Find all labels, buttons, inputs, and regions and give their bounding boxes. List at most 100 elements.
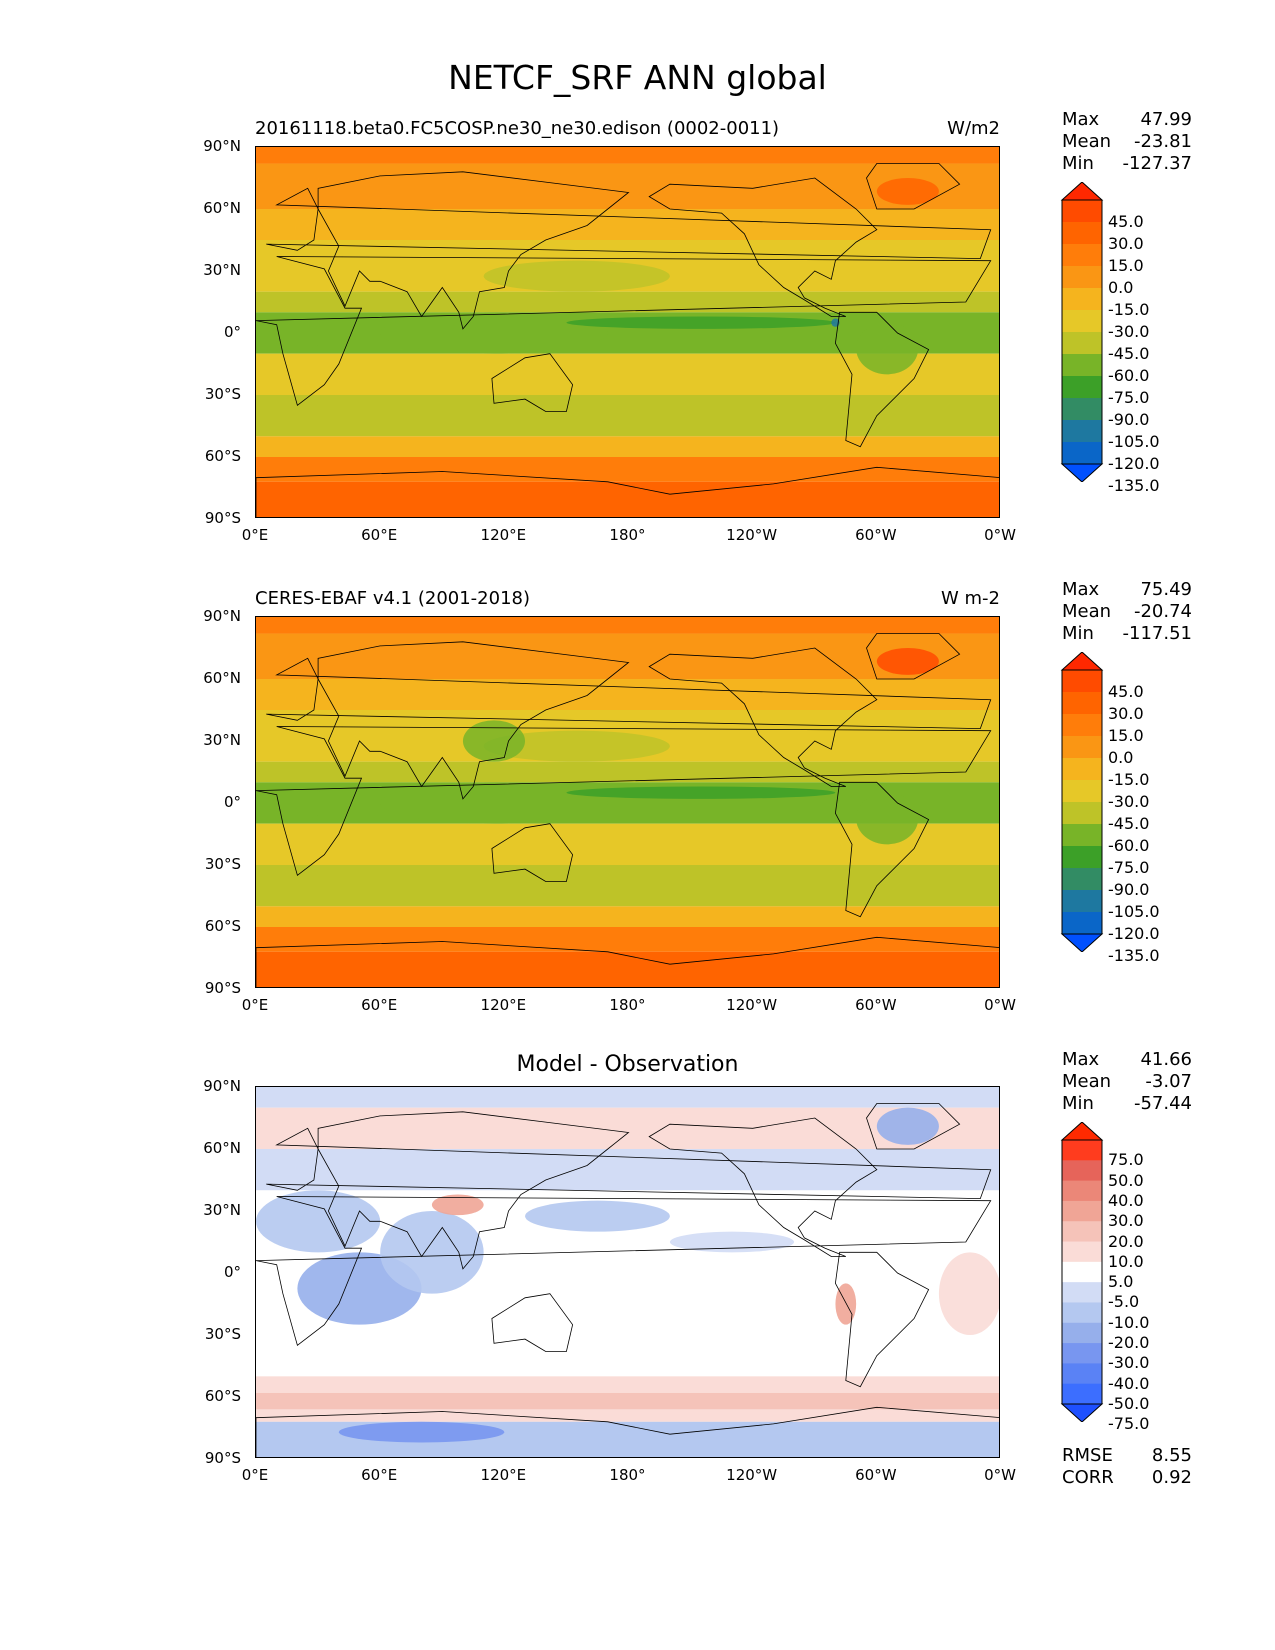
colorbar-label: 75.0 xyxy=(1108,1150,1144,1170)
colorbar-swatch xyxy=(1062,222,1102,245)
colorbar-swatch xyxy=(1062,736,1102,759)
colorbar-label: 30.0 xyxy=(1108,1211,1144,1231)
stat-mean: -3.07 xyxy=(1145,1071,1192,1092)
coastline xyxy=(491,353,574,412)
colorbar-swatch xyxy=(1060,933,1104,953)
colorbar-label: -75.0 xyxy=(1108,858,1150,877)
lat-band xyxy=(256,761,999,783)
colorbar-swatch xyxy=(1062,890,1102,913)
colorbar-label: 0.0 xyxy=(1108,278,1134,297)
colorbar-swatch xyxy=(1062,1282,1102,1303)
field-patch xyxy=(483,260,670,292)
y-tick-label: 60°N xyxy=(203,1139,241,1157)
x-tick-label: 0°E xyxy=(241,526,269,544)
colorbar-swatch xyxy=(1060,1121,1104,1141)
colorbar-label: -5.0 xyxy=(1108,1292,1140,1312)
colorbar-frame xyxy=(1061,669,1103,935)
colorbar-label: 0.0 xyxy=(1108,748,1134,767)
field-patch xyxy=(431,1194,484,1216)
colorbar-label: -135.0 xyxy=(1108,946,1160,965)
coastline xyxy=(648,177,878,317)
lat-band xyxy=(256,291,999,313)
field-patch xyxy=(876,648,939,675)
stat-label: Min xyxy=(1062,1093,1094,1114)
colorbar-swatch xyxy=(1062,1241,1102,1263)
map-canvas xyxy=(256,147,999,517)
field-patch xyxy=(856,322,919,375)
colorbar-label: 50.0 xyxy=(1108,1170,1144,1190)
colorbar-swatch xyxy=(1062,1383,1102,1405)
lat-band xyxy=(256,147,999,164)
y-tick-label: 60°N xyxy=(203,669,241,687)
colorbar-frame xyxy=(1061,199,1103,465)
panel-subtitle-left: CERES-EBAF v4.1 (2001-2018) xyxy=(255,588,531,609)
x-tick-label: 120°W xyxy=(726,526,778,544)
map-canvas xyxy=(256,1087,999,1457)
lat-band xyxy=(256,436,999,457)
x-tick-label: 120°E xyxy=(480,996,527,1014)
coastline xyxy=(866,1103,961,1150)
colorbar-label: -75.0 xyxy=(1108,388,1150,407)
colorbar-swatch xyxy=(1062,398,1102,421)
x-tick-label: 120°E xyxy=(480,1466,527,1484)
colorbar-swatch xyxy=(1062,758,1102,781)
y-tick-label: 0° xyxy=(223,323,241,341)
field-patch xyxy=(876,1107,939,1145)
colorbar-swatch xyxy=(1062,1363,1102,1385)
colorbar-svg xyxy=(1060,651,1104,953)
colorbar-swatch xyxy=(1062,1140,1102,1161)
colorbar-swatch xyxy=(1062,244,1102,267)
colorbar-label: -60.0 xyxy=(1108,366,1150,385)
colorbar-swatch xyxy=(1062,1343,1102,1364)
x-tick-label: 60°W xyxy=(855,1466,897,1484)
coastline xyxy=(256,726,992,876)
colorbar-swatch xyxy=(1062,1200,1102,1222)
coastline xyxy=(317,1111,630,1270)
colorbar-swatch xyxy=(1062,266,1102,289)
y-tick-label: 60°N xyxy=(203,199,241,217)
colorbar-swatch xyxy=(1062,354,1102,377)
lat-band xyxy=(256,481,999,517)
colorbar-swatch xyxy=(1062,1221,1102,1243)
lat-band xyxy=(256,906,999,927)
panel-subtitle-left: 20161118.beta0.FC5COSP.ne30_ne30.edison … xyxy=(255,118,780,139)
lat-band xyxy=(256,1376,999,1393)
lat-band xyxy=(256,1107,999,1149)
stat-max: 75.49 xyxy=(1140,579,1192,600)
colorbar-swatch xyxy=(1062,1261,1102,1283)
colorbar-swatch xyxy=(1062,714,1102,737)
x-tick-label: 0°W xyxy=(984,526,1016,544)
x-tick-label: 60°W xyxy=(855,526,897,544)
y-tick-label: 90°N xyxy=(203,1077,241,1095)
y-tick-label: 0° xyxy=(223,1263,241,1281)
colorbar-swatch xyxy=(1062,200,1102,223)
colorbar-swatch xyxy=(1062,288,1102,311)
field-patch xyxy=(380,312,608,354)
lat-band xyxy=(256,163,999,209)
lat-band xyxy=(256,395,999,437)
lat-band xyxy=(256,1087,999,1108)
field-patch xyxy=(856,792,919,845)
colorbar-swatch xyxy=(1062,332,1102,355)
colorbar-swatch xyxy=(1062,1180,1102,1202)
panel-difference: Model - Observation Max 41.66 Mean -3.07 M… xyxy=(0,1049,1275,1504)
stat-min: -117.51 xyxy=(1122,623,1192,644)
stats-box: Max 47.99 Mean -23.81 Min -127.37 xyxy=(1062,109,1192,175)
lat-band xyxy=(256,865,999,907)
colorbar-swatch xyxy=(1062,692,1102,715)
colorbar-swatch xyxy=(1062,780,1102,803)
map-canvas xyxy=(256,617,999,987)
field-patch xyxy=(380,782,608,824)
coastline xyxy=(648,647,878,787)
colorbar-label: -45.0 xyxy=(1108,344,1150,363)
stat-label: Max xyxy=(1062,1049,1100,1070)
colorbar-swatch xyxy=(1062,670,1102,693)
coastline xyxy=(256,1406,999,1457)
lat-band xyxy=(256,209,999,240)
coastline xyxy=(834,781,930,918)
colorbar-label: -50.0 xyxy=(1108,1394,1150,1413)
panel-model: 20161118.beta0.FC5COSP.ne30_ne30.edison … xyxy=(0,109,1275,564)
figure-title: NETCF_SRF ANN global xyxy=(448,58,827,97)
x-tick-label: 180° xyxy=(609,1466,646,1484)
stat-label: Max xyxy=(1062,579,1100,600)
